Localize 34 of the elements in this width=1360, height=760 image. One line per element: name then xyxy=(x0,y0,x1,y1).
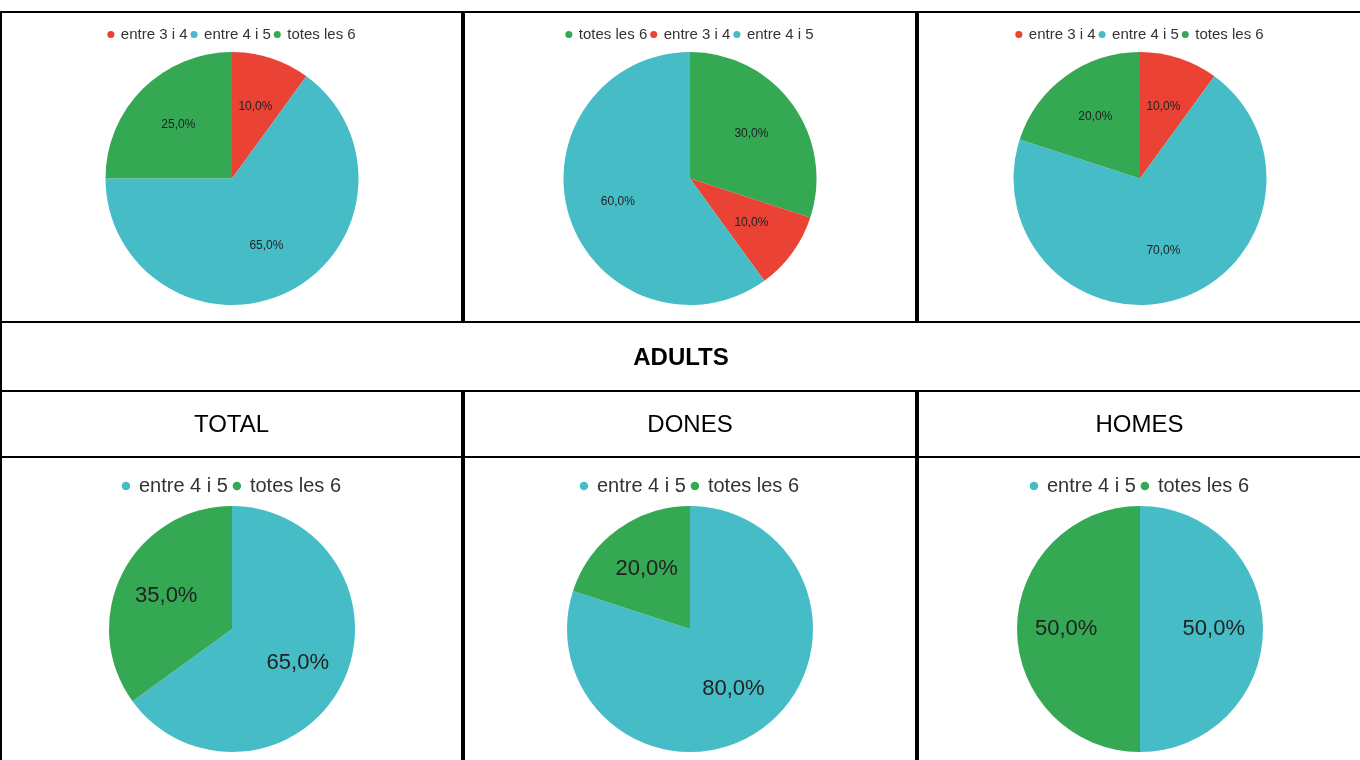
legend-label: entre 4 i 5 xyxy=(596,473,686,496)
legend-label: entre 4 i 5 xyxy=(1111,24,1179,42)
data-label: 65,0% xyxy=(248,238,284,253)
legend-label: totes les 6 xyxy=(1157,473,1249,496)
legend-label: entre 4 i 5 xyxy=(138,473,228,496)
legend-label: totes les 6 xyxy=(286,24,356,42)
chart-title: TOTAL xyxy=(193,410,270,438)
text: ADULTS xyxy=(633,343,729,371)
legend-label: entre 4 i 5 xyxy=(203,24,271,42)
data-label: 10,0% xyxy=(1145,98,1181,113)
chart-title: DONES xyxy=(647,410,733,438)
data-label: 30,0% xyxy=(734,126,769,141)
data-label: 25,0% xyxy=(160,117,196,132)
legend-label: totes les 6 xyxy=(1194,24,1264,42)
legend-label: entre 3 i 4 xyxy=(1028,24,1096,42)
legend-label: totes les 6 xyxy=(249,473,341,496)
data-label: 20,0% xyxy=(615,555,678,581)
legend-label: entre 3 i 4 xyxy=(120,24,188,42)
data-label: 35,0% xyxy=(134,581,197,607)
legend-label: totes les 6 xyxy=(707,473,800,496)
chart-title: HOMES xyxy=(1095,410,1184,438)
data-label: 20,0% xyxy=(1077,109,1113,124)
data-label: 10,0% xyxy=(237,98,273,113)
data-label: 70,0% xyxy=(1145,243,1181,257)
data-label: 80,0% xyxy=(702,674,765,700)
data-label: 50,0% xyxy=(1034,615,1097,641)
data-label: 65,0% xyxy=(266,648,329,674)
data-label: 50,0% xyxy=(1182,615,1245,641)
legend-label: totes les 6 xyxy=(578,24,648,42)
legend-label: entre 4 i 5 xyxy=(1046,473,1136,496)
legend-label: entre 3 i 4 xyxy=(663,24,731,42)
legend-label: entre 4 i 5 xyxy=(746,24,814,42)
data-label: 60,0% xyxy=(600,194,636,209)
data-label: 10,0% xyxy=(734,215,769,230)
